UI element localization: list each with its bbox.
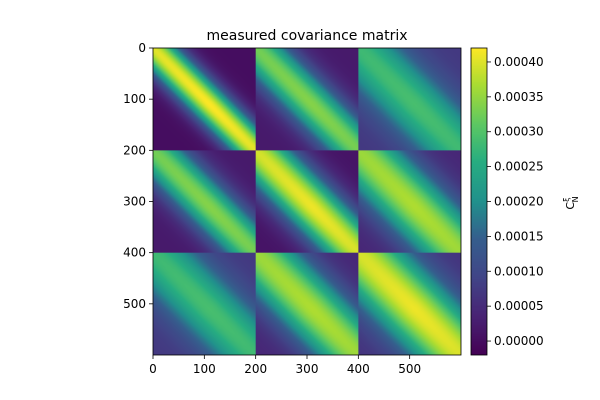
x-tick-label: 200 [244,362,267,376]
y-tick-label: 400 [123,246,146,260]
colorbar-tick-label: 0.00040 [494,55,544,69]
colorbar-tick-label: 0.00010 [494,264,544,278]
y-tick-label: 100 [123,92,146,106]
colorbar-tick-label: 0.00000 [494,334,544,348]
colorbar-tick-label: 0.00025 [494,160,544,174]
colorbar: 0.00000 0.00005 0.00010 0.00015 0.00020 0.000… [470,47,580,356]
x-tick-label: 500 [398,362,421,376]
colorbar-label: CξN [562,196,580,209]
y-tick-label: 500 [123,297,146,311]
colorbar-tick-label: 0.00020 [494,195,544,209]
y-tick-label: 300 [123,195,146,209]
y-tick-label: 200 [123,143,146,157]
x-tick-label: 300 [296,362,319,376]
colorbar-tick-label: 0.00035 [494,90,544,104]
x-tick-label: 100 [193,362,216,376]
y-tick-label: 0 [138,41,146,55]
heatmap-image [153,48,461,355]
colorbar-axis: 0.00000 0.00005 0.00010 0.00015 0.00020 0.000… [487,55,544,348]
x-tick-label: 400 [347,362,370,376]
colorbar-tick-label: 0.00005 [494,299,544,313]
y-axis: 0 100 200 300 400 500 [123,41,153,311]
colorbar-tick-label: 0.00030 [494,125,544,139]
colorbar-gradient [471,48,487,355]
colorbar-tick-label: 0.00015 [494,229,544,243]
x-axis: 0 100 200 300 400 500 [149,355,421,376]
heatmap-area [152,47,462,356]
x-tick-label: 0 [149,362,157,376]
chart-title: measured covariance matrix [206,28,407,44]
